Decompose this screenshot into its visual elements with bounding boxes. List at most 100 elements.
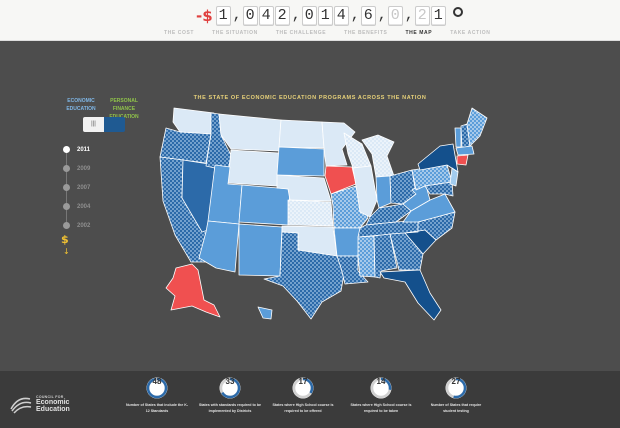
progress-ring-graphic xyxy=(146,377,168,399)
counter-digit: 4 xyxy=(258,6,274,26)
counter-digit: 6 xyxy=(360,6,376,26)
stat-value: 17 xyxy=(298,377,308,386)
progress-ring-graphic xyxy=(370,377,392,399)
year-dot xyxy=(63,165,70,172)
stat-student-testing[interactable]: 27 Number of States that require student… xyxy=(424,377,488,414)
counter-digit: 0 xyxy=(242,6,258,26)
nav-the-situation[interactable]: THE SITUATION xyxy=(212,30,258,36)
counter-digit: 1 xyxy=(430,6,446,26)
counter-digit: 0 xyxy=(301,6,317,26)
ring-face xyxy=(146,377,168,399)
arrow-down-icon[interactable]: ↓ xyxy=(63,247,70,256)
year-dot xyxy=(63,222,70,229)
counter-digit: 1 xyxy=(317,6,333,26)
state-georgia[interactable] xyxy=(389,232,424,271)
stat-value: 33 xyxy=(225,377,235,386)
counter-digit: 2 xyxy=(274,6,290,26)
state-alaska[interactable] xyxy=(165,263,221,318)
state-minnesota[interactable] xyxy=(321,121,356,167)
year-label: 2004 xyxy=(77,203,91,210)
ring-icon xyxy=(452,7,463,17)
state-hawaii[interactable] xyxy=(257,306,273,320)
toggle-handle[interactable]: ||| xyxy=(83,117,104,132)
nav-the-map[interactable]: THE MAP xyxy=(405,30,433,36)
state-massachusetts[interactable] xyxy=(455,145,475,156)
state-maryland[interactable] xyxy=(424,181,454,197)
state-washington[interactable] xyxy=(172,107,215,135)
education-toggle[interactable]: ||| xyxy=(83,117,125,132)
stat-value: 14 xyxy=(376,377,386,386)
stat-k12-standards[interactable]: 48 Number of States that include the K-1… xyxy=(125,377,189,414)
stat-course-taken[interactable]: 14 States where High School course is re… xyxy=(349,377,413,414)
stat-label: States where High School course is requi… xyxy=(350,403,412,413)
state-north-dakota[interactable] xyxy=(278,119,325,149)
cee-logo[interactable]: COUNCIL FOR Economic Education xyxy=(9,394,70,414)
stat-course-offered[interactable]: 17 States where High School course is re… xyxy=(271,377,335,414)
year-label: 2002 xyxy=(77,222,91,229)
toggle-track[interactable] xyxy=(104,117,125,132)
year-dot xyxy=(63,146,70,153)
progress-ring: 17 xyxy=(292,377,314,399)
map-title: THE STATE OF ECONOMIC EDUCATION PROGRAMS… xyxy=(193,95,427,101)
counter-separator: , xyxy=(404,7,414,24)
state-vermont[interactable] xyxy=(454,127,462,148)
state-iowa[interactable] xyxy=(324,165,357,195)
state-florida[interactable] xyxy=(379,269,442,321)
state-indiana[interactable] xyxy=(375,175,392,209)
year-2011[interactable]: 2011 xyxy=(63,146,90,153)
year-label: 2011 xyxy=(77,146,91,153)
legend-economic-education[interactable]: ECONOMIC EDUCATION xyxy=(66,98,96,112)
dollar-icon[interactable]: $ xyxy=(61,233,69,246)
state-new-mexico[interactable] xyxy=(238,223,283,277)
nav-the-cost[interactable]: THE COST xyxy=(164,30,195,36)
progress-ring: 27 xyxy=(445,377,467,399)
state-texas[interactable] xyxy=(263,231,346,320)
org-name-line3: Education xyxy=(36,406,70,413)
globe-logo-icon xyxy=(10,397,32,414)
ring-face xyxy=(445,377,467,399)
stat-value: 48 xyxy=(152,377,162,386)
year-label: 2009 xyxy=(77,165,91,172)
stat-implemented-by-districts[interactable]: 33 States with standards required to be … xyxy=(198,377,262,414)
state-wyoming[interactable] xyxy=(227,149,280,187)
year-2009[interactable]: 2009 xyxy=(63,165,90,172)
state-arkansas[interactable] xyxy=(333,227,361,257)
state-montana[interactable] xyxy=(218,113,282,152)
state-colorado[interactable] xyxy=(238,184,291,226)
state-maine[interactable] xyxy=(466,107,488,147)
main-nav: THE COST THE SITUATION THE CHALLENGE THE… xyxy=(164,30,490,36)
state-connecticut[interactable] xyxy=(456,154,469,166)
ring-progress xyxy=(445,377,467,399)
stat-label: Number of States that include the K-12 S… xyxy=(125,403,189,413)
nav-the-challenge[interactable]: THE CHALLENGE xyxy=(275,30,327,36)
stat-label: States with standards required to be imp… xyxy=(198,403,262,413)
year-2002[interactable]: 2002 xyxy=(63,222,90,229)
year-2007[interactable]: 2007 xyxy=(63,184,90,191)
progress-ring-graphic xyxy=(445,377,467,399)
counter-digit: 4 xyxy=(333,6,349,26)
counter-digit: 2 xyxy=(414,6,430,26)
state-south-dakota[interactable] xyxy=(276,146,325,177)
counter-prefix: -$ xyxy=(196,7,213,25)
state-new-jersey[interactable] xyxy=(449,167,459,187)
state-michigan[interactable] xyxy=(361,134,395,178)
org-name-line1: COUNCIL FOR xyxy=(36,395,64,399)
ring-face xyxy=(292,377,314,399)
org-name-line2: Economic xyxy=(36,399,70,406)
counter-separator: , xyxy=(350,7,360,24)
year-2004[interactable]: 2004 xyxy=(63,203,90,210)
stat-label: States where High School course is requi… xyxy=(272,403,334,413)
ring-face xyxy=(219,377,241,399)
state-mississippi[interactable] xyxy=(357,235,376,278)
state-kansas[interactable] xyxy=(287,199,334,227)
counter-separator: , xyxy=(291,7,301,24)
state-north-carolina[interactable] xyxy=(404,211,456,241)
year-dot xyxy=(63,184,70,191)
nav-the-benefits[interactable]: THE BENEFITS xyxy=(344,30,388,36)
progress-ring-graphic xyxy=(292,377,314,399)
nav-take-action[interactable]: TAKE ACTION xyxy=(450,30,491,36)
ring-progress xyxy=(292,377,314,399)
